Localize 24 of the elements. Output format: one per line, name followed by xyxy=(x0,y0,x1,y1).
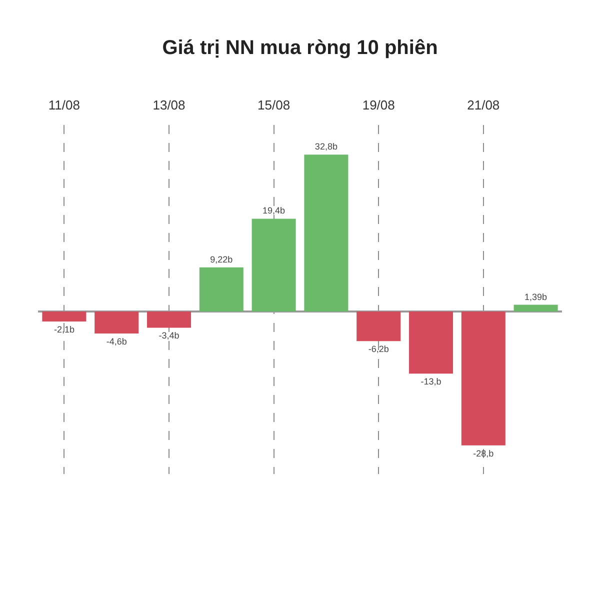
bar xyxy=(304,154,348,312)
bar xyxy=(42,311,86,322)
x-tick-label: 15/08 xyxy=(258,97,290,112)
data-label: 9,22b xyxy=(210,254,233,264)
x-tick-label: 11/08 xyxy=(48,97,80,112)
x-tick-label: 21/08 xyxy=(467,97,500,112)
data-label: 19,4b xyxy=(262,206,286,216)
data-label: 32,8b xyxy=(314,142,338,152)
bar xyxy=(514,304,558,312)
bar xyxy=(461,311,506,446)
data-label: -4,6b xyxy=(106,336,127,346)
data-label: 1,39b xyxy=(524,292,548,302)
chart-title: Giá trị NN mua ròng 10 phiên xyxy=(162,37,438,59)
bar xyxy=(146,311,192,328)
data-label: -6,2b xyxy=(368,344,389,354)
bar xyxy=(252,218,296,312)
bar xyxy=(94,311,139,334)
x-tick-label: 19/08 xyxy=(362,97,395,112)
bar xyxy=(356,311,401,342)
data-label: -13,b xyxy=(420,376,442,387)
bar xyxy=(408,311,454,374)
x-tick-label: 13/08 xyxy=(152,97,186,112)
bar xyxy=(199,267,244,312)
data-label: -3,4b xyxy=(158,330,180,341)
